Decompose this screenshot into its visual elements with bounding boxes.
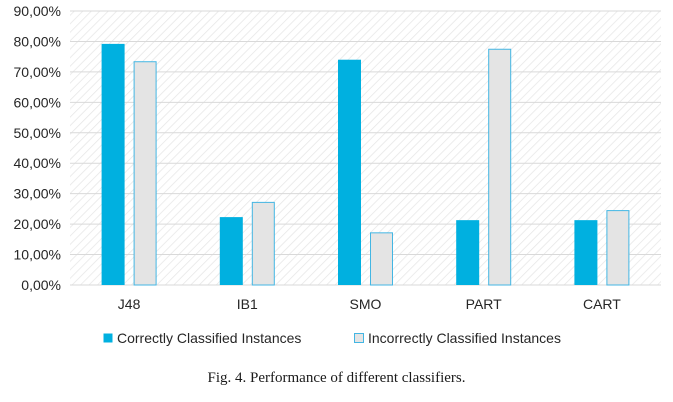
figure-caption: Fig. 4. Performance of different classif… <box>207 370 466 386</box>
legend-swatch <box>103 333 113 343</box>
legend-label: Incorrectly Classified Instances <box>368 330 561 346</box>
y-tick-label: 60,00% <box>14 94 61 110</box>
legend-swatch <box>354 333 364 343</box>
bar-incorrect <box>606 210 630 286</box>
y-tick-label: 20,00% <box>14 216 61 232</box>
bar-correct <box>338 59 361 285</box>
x-tick-label: CART <box>583 296 621 312</box>
y-tick-label: 80,00% <box>14 33 61 49</box>
x-tick-label: SMO <box>350 296 382 312</box>
plot-area <box>70 11 661 285</box>
y-tick-label: 30,00% <box>14 186 61 202</box>
y-tick-label: 90,00% <box>14 3 61 19</box>
y-tick-label: 10,00% <box>14 247 61 263</box>
bar-incorrect <box>251 201 275 286</box>
bar-chart: 0,00% 10,00% 20,00% 30,00% 40,00% 50,00% 60,00… <box>14 3 661 346</box>
y-tick-label: 0,00% <box>21 277 61 293</box>
bar-correct <box>219 217 243 285</box>
y-tick-label: 40,00% <box>14 155 61 171</box>
y-tick-label: 70,00% <box>14 64 61 80</box>
x-tick-label: J48 <box>118 296 141 312</box>
bar-incorrect <box>488 48 512 286</box>
bar-correct <box>101 43 125 285</box>
bar-correct <box>456 220 480 285</box>
x-tick-label: IB1 <box>237 296 258 312</box>
bar-incorrect <box>133 61 157 286</box>
y-tick-label: 50,00% <box>14 125 61 141</box>
bar-correct <box>574 220 598 285</box>
legend-label: Correctly Classified Instances <box>117 330 301 346</box>
x-tick-label: PART <box>466 296 502 312</box>
bar-incorrect <box>370 232 393 286</box>
